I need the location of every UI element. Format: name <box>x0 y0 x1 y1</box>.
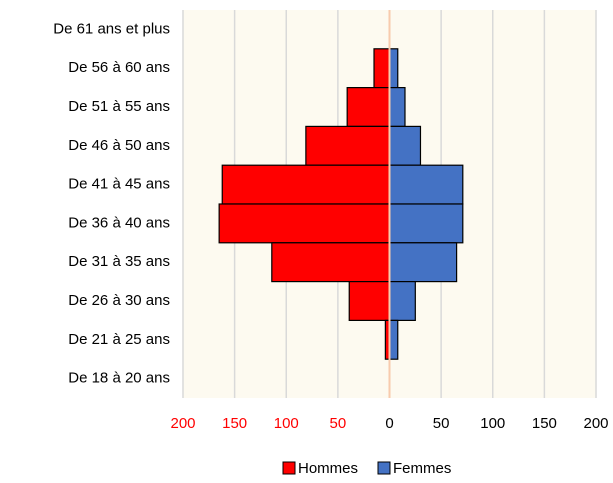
bar <box>373 48 391 89</box>
bar <box>388 203 464 244</box>
bar <box>388 242 458 283</box>
x-tick-label: 150 <box>532 415 557 432</box>
bar <box>388 319 399 360</box>
x-tick-label: 50 <box>433 415 450 432</box>
bar <box>388 125 422 166</box>
y-tick-label: De 51 à 55 ans <box>68 98 170 115</box>
x-tick-label: 50 <box>330 415 347 432</box>
y-tick-label: De 26 à 30 ans <box>68 292 170 309</box>
bar <box>305 125 391 166</box>
y-tick-label: De 46 à 50 ans <box>68 137 170 154</box>
bar <box>271 242 391 283</box>
bar <box>388 281 416 322</box>
bar <box>221 164 391 205</box>
y-tick-label: De 21 à 25 ans <box>68 331 170 348</box>
y-tick-label: De 31 à 35 ans <box>68 253 170 270</box>
y-tick-label: De 41 à 45 ans <box>68 176 170 193</box>
y-tick-label: De 56 à 60 ans <box>68 59 170 76</box>
x-tick-label: 100 <box>274 415 299 432</box>
legend-swatch <box>377 461 391 475</box>
y-tick-label: De 36 à 40 ans <box>68 214 170 231</box>
bar <box>388 164 464 205</box>
bar <box>388 86 406 127</box>
legend-label: Hommes <box>298 460 358 477</box>
x-tick-label: 100 <box>480 415 505 432</box>
bar <box>348 281 391 322</box>
bar <box>346 86 391 127</box>
bar <box>388 48 399 89</box>
x-tick-label: 0 <box>385 415 393 432</box>
x-tick-label: 200 <box>583 415 608 432</box>
legend-label: Femmes <box>393 460 451 477</box>
legend-swatch <box>282 461 296 475</box>
y-tick-label: De 61 ans et plus <box>53 20 170 37</box>
y-tick-label: De 18 à 20 ans <box>68 370 170 387</box>
x-tick-label: 200 <box>170 415 195 432</box>
bar <box>218 203 391 244</box>
x-tick-label: 150 <box>222 415 247 432</box>
